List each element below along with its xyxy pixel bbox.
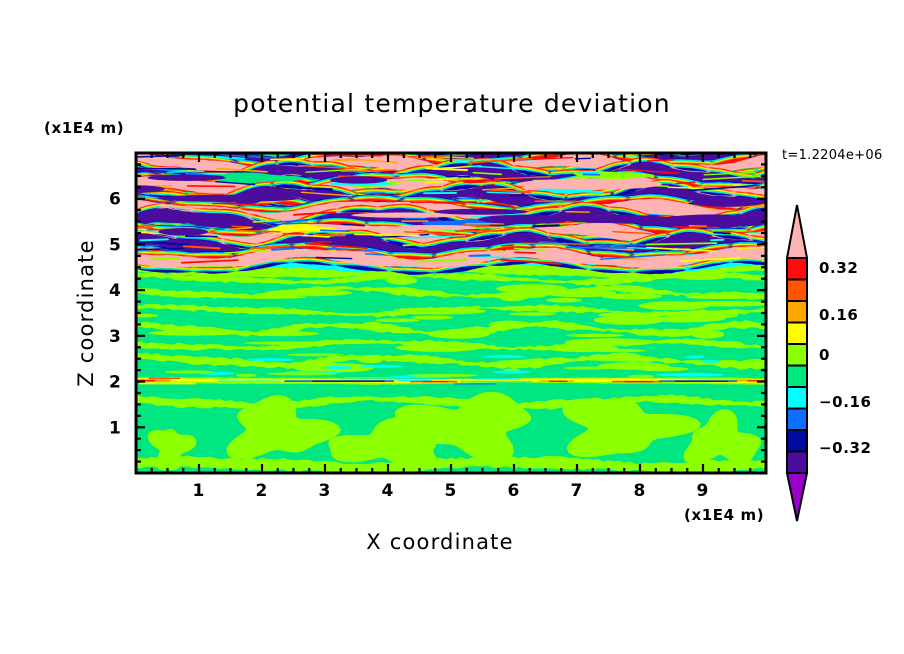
contour-field xyxy=(136,153,766,473)
y-tick-label: 3 xyxy=(109,327,122,347)
x-tick-label: 7 xyxy=(570,481,583,501)
y-tick-label: 4 xyxy=(109,281,122,301)
colorbar-segment xyxy=(786,364,808,388)
colorbar-label: −0.32 xyxy=(819,439,872,457)
x-tick-label: 6 xyxy=(507,481,520,501)
colorbar-segment xyxy=(786,450,808,474)
x-axis-title: X coordinate xyxy=(366,530,513,554)
x-tick-labels: 1 2 3 4 5 6 7 8 9 xyxy=(192,481,709,501)
colorbar-segment xyxy=(786,300,808,324)
colorbar-label: 0 xyxy=(819,346,830,364)
y-axis-title: Z coordinate xyxy=(74,239,98,386)
x-unit-label: (x1E4 m) xyxy=(684,506,764,524)
colorbar-bottom-arrow xyxy=(785,472,809,522)
colorbar-segment xyxy=(786,386,808,410)
y-tick-label: 6 xyxy=(109,190,122,210)
colorbar-label: 0.16 xyxy=(819,306,858,324)
plot-area xyxy=(134,151,768,475)
colorbar-segment xyxy=(786,343,808,367)
x-tick-label: 3 xyxy=(318,481,331,501)
y-tick-label: 2 xyxy=(109,373,122,393)
y-tick-labels: 1 2 3 4 5 6 xyxy=(109,190,122,439)
colorbar-segment xyxy=(786,429,808,453)
axis-ticks xyxy=(134,151,768,475)
x-tick-label: 4 xyxy=(381,481,394,501)
x-tick-label: 8 xyxy=(633,481,646,501)
time-label: t=1.2204e+06 xyxy=(782,148,883,163)
x-tick-label: 1 xyxy=(192,481,205,501)
y-tick-label: 1 xyxy=(109,418,122,438)
colorbar-label: 0.32 xyxy=(819,259,858,277)
colorbar-segment xyxy=(786,407,808,431)
colorbar-segment xyxy=(786,257,808,281)
colorbar-labels: 0.32 0.16 0 −0.16 −0.32 xyxy=(819,259,872,457)
x-tick-label: 9 xyxy=(696,481,709,501)
colorbar-segment xyxy=(786,278,808,302)
colorbar-label: −0.16 xyxy=(819,393,872,411)
page-title: potential temperature deviation xyxy=(233,89,671,118)
colorbar xyxy=(785,204,809,522)
z-unit-label: (x1E4 m) xyxy=(44,119,124,137)
x-tick-label: 5 xyxy=(444,481,457,501)
x-tick-label: 2 xyxy=(255,481,268,501)
y-tick-label: 5 xyxy=(109,235,122,255)
colorbar-segment xyxy=(786,321,808,345)
